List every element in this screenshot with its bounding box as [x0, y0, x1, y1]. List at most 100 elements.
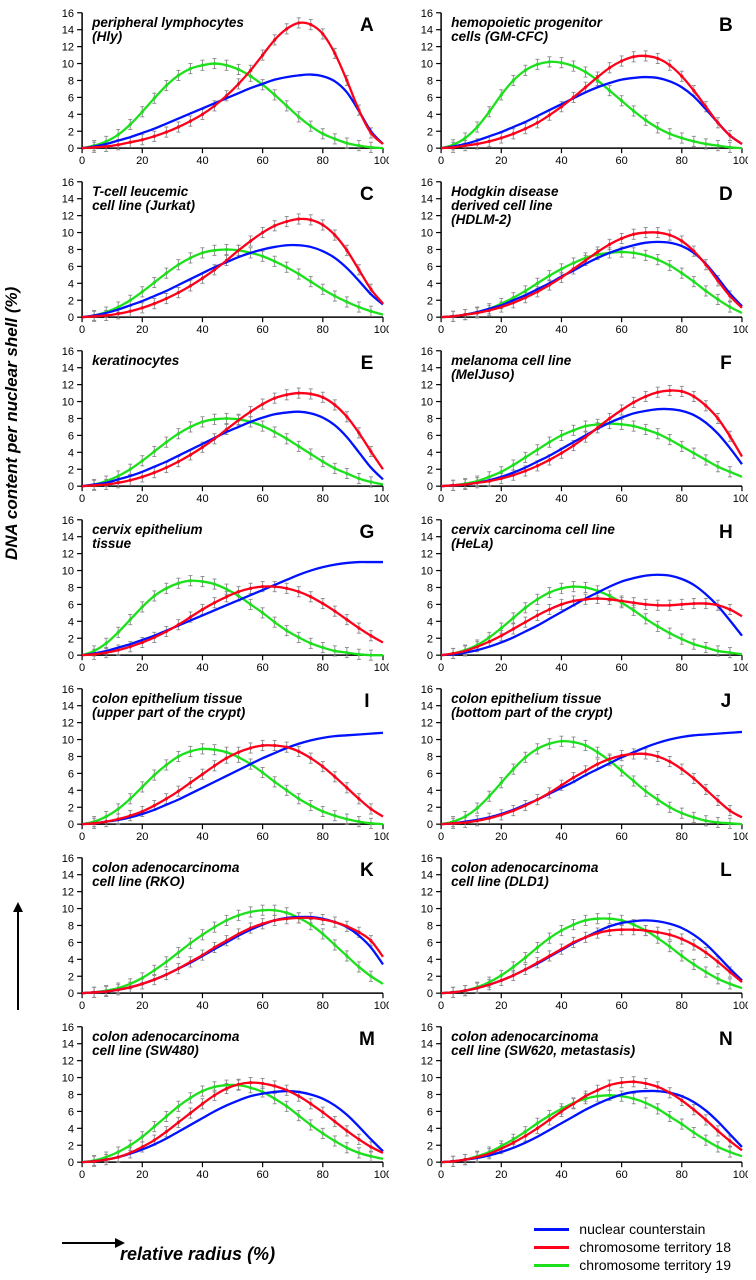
svg-text:12: 12 — [62, 380, 74, 392]
svg-text:0: 0 — [68, 481, 74, 493]
svg-text:14: 14 — [421, 194, 433, 206]
y-axis-label: DNA content per nuclear shell (%) — [2, 287, 22, 560]
svg-text:2: 2 — [427, 633, 433, 645]
svg-text:20: 20 — [495, 324, 507, 336]
svg-text:6: 6 — [427, 430, 433, 442]
svg-text:12: 12 — [62, 718, 74, 730]
panel-L: 0204060801000246810121416 colon adenocar… — [407, 850, 748, 1019]
svg-text:80: 80 — [676, 662, 688, 674]
svg-text:14: 14 — [62, 363, 74, 375]
svg-text:4: 4 — [68, 1123, 74, 1135]
svg-text:80: 80 — [317, 1000, 329, 1012]
svg-text:4: 4 — [68, 954, 74, 966]
svg-text:80: 80 — [317, 493, 329, 505]
svg-text:100: 100 — [733, 1000, 748, 1012]
svg-text:2: 2 — [427, 464, 433, 476]
svg-text:10: 10 — [421, 904, 433, 916]
svg-text:cell line (RKO): cell line (RKO) — [92, 874, 185, 889]
svg-text:16: 16 — [421, 684, 433, 696]
svg-text:12: 12 — [421, 211, 433, 223]
svg-text:6: 6 — [427, 92, 433, 104]
svg-text:12: 12 — [421, 1056, 433, 1068]
legend-label-red: chromosome territory 18 — [579, 1239, 731, 1255]
svg-text:60: 60 — [256, 662, 268, 674]
svg-text:16: 16 — [62, 1022, 74, 1034]
svg-text:2: 2 — [68, 295, 74, 307]
svg-text:0: 0 — [427, 650, 433, 662]
svg-text:melanoma cell line: melanoma cell line — [451, 353, 572, 368]
svg-text:4: 4 — [427, 1123, 433, 1135]
svg-text:(upper part of the crypt): (upper part of the crypt) — [92, 705, 246, 720]
svg-text:16: 16 — [62, 684, 74, 696]
svg-text:hemopoietic progenitor: hemopoietic progenitor — [451, 15, 603, 30]
svg-text:10: 10 — [62, 397, 74, 409]
legend: nuclear counterstain chromosome territor… — [534, 1219, 731, 1275]
panel-wrap-G: 0204060801000246810121416 cervix epithel… — [48, 512, 389, 681]
svg-text:K: K — [360, 860, 374, 881]
svg-text:cell line (SW480): cell line (SW480) — [92, 1043, 199, 1058]
svg-text:10: 10 — [62, 566, 74, 578]
svg-text:80: 80 — [317, 155, 329, 167]
svg-text:N: N — [719, 1029, 733, 1050]
svg-text:10: 10 — [62, 228, 74, 240]
svg-text:14: 14 — [421, 870, 433, 882]
svg-text:(HDLM-2): (HDLM-2) — [451, 212, 512, 227]
svg-text:8: 8 — [427, 751, 433, 763]
x-axis-label: relative radius (%) — [120, 1244, 275, 1265]
svg-text:12: 12 — [62, 549, 74, 561]
svg-text:0: 0 — [427, 819, 433, 831]
svg-text:40: 40 — [555, 831, 567, 843]
svg-text:10: 10 — [62, 1073, 74, 1085]
panel-wrap-B: 0204060801000246810121416 hemopoietic pr… — [407, 5, 748, 174]
svg-text:(bottom part of the crypt): (bottom part of the crypt) — [451, 705, 613, 720]
svg-text:0: 0 — [79, 324, 85, 336]
svg-text:peripheral lymphocytes: peripheral lymphocytes — [91, 15, 244, 30]
svg-text:60: 60 — [615, 155, 627, 167]
svg-text:16: 16 — [421, 1022, 433, 1034]
svg-text:L: L — [720, 860, 732, 881]
legend-label-blue: nuclear counterstain — [579, 1221, 705, 1237]
svg-text:20: 20 — [495, 831, 507, 843]
svg-text:60: 60 — [615, 1169, 627, 1181]
svg-text:100: 100 — [733, 1169, 748, 1181]
svg-text:16: 16 — [62, 346, 74, 358]
svg-text:0: 0 — [79, 1000, 85, 1012]
svg-text:20: 20 — [136, 662, 148, 674]
svg-text:8: 8 — [68, 75, 74, 87]
svg-text:100: 100 — [374, 831, 389, 843]
svg-text:40: 40 — [196, 662, 208, 674]
svg-text:cell line (Jurkat): cell line (Jurkat) — [92, 198, 195, 213]
svg-text:40: 40 — [196, 1169, 208, 1181]
svg-text:0: 0 — [68, 1157, 74, 1169]
svg-text:12: 12 — [421, 549, 433, 561]
panel-A: 0204060801000246810121416 peripheral lym… — [48, 5, 389, 174]
svg-text:60: 60 — [615, 1000, 627, 1012]
svg-text:8: 8 — [427, 75, 433, 87]
svg-text:14: 14 — [421, 25, 433, 37]
panel-wrap-M: 0204060801000246810121416 colon adenocar… — [48, 1019, 389, 1188]
panel-wrap-A: 0204060801000246810121416 peripheral lym… — [48, 5, 389, 174]
svg-text:60: 60 — [256, 493, 268, 505]
svg-text:4: 4 — [427, 447, 433, 459]
panel-wrap-I: 0204060801000246810121416 colon epitheli… — [48, 681, 389, 850]
svg-text:40: 40 — [555, 1169, 567, 1181]
svg-text:20: 20 — [136, 1000, 148, 1012]
svg-text:12: 12 — [62, 42, 74, 54]
svg-text:14: 14 — [421, 1039, 433, 1051]
svg-text:2: 2 — [427, 126, 433, 138]
svg-text:6: 6 — [68, 1106, 74, 1118]
svg-text:4: 4 — [68, 278, 74, 290]
svg-text:4: 4 — [427, 954, 433, 966]
svg-text:14: 14 — [62, 25, 74, 37]
svg-text:colon epithelium tissue: colon epithelium tissue — [92, 691, 243, 706]
panel-wrap-K: 0204060801000246810121416 colon adenocar… — [48, 850, 389, 1019]
panel-wrap-N: 0204060801000246810121416 colon adenocar… — [407, 1019, 748, 1188]
svg-text:8: 8 — [427, 1089, 433, 1101]
svg-text:16: 16 — [421, 346, 433, 358]
svg-text:8: 8 — [68, 413, 74, 425]
svg-text:2: 2 — [68, 971, 74, 983]
svg-text:2: 2 — [68, 464, 74, 476]
svg-text:80: 80 — [317, 1169, 329, 1181]
svg-text:6: 6 — [427, 1106, 433, 1118]
svg-text:16: 16 — [421, 177, 433, 189]
